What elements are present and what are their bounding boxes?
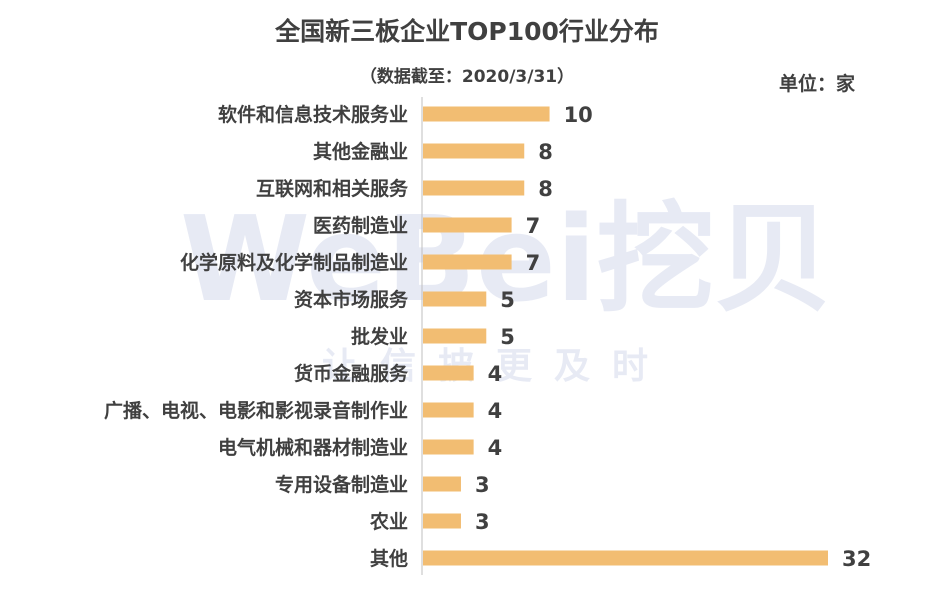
bar bbox=[423, 180, 525, 196]
bar bbox=[423, 513, 461, 529]
data-label: 4 bbox=[488, 399, 503, 423]
data-label: 7 bbox=[526, 251, 541, 275]
category-label: 其他金融业 bbox=[313, 140, 408, 163]
data-label: 8 bbox=[538, 177, 553, 201]
bar bbox=[423, 439, 474, 455]
bar bbox=[423, 550, 828, 566]
category-label: 化学原料及化学制品制造业 bbox=[180, 251, 408, 274]
watermark-tagline: 让信披更及时 bbox=[322, 346, 670, 387]
data-label: 8 bbox=[538, 140, 553, 164]
bar bbox=[423, 254, 512, 270]
category-label: 其他 bbox=[370, 547, 408, 570]
data-label: 4 bbox=[488, 436, 503, 460]
category-label: 软件和信息技术服务业 bbox=[218, 103, 408, 126]
bar bbox=[423, 476, 461, 492]
category-label: 资本市场服务 bbox=[294, 288, 409, 311]
category-label: 货币金融服务 bbox=[294, 362, 409, 385]
data-label: 4 bbox=[488, 362, 503, 386]
bar bbox=[423, 106, 550, 122]
chart-title: 全国新三板企业TOP100行业分布 bbox=[274, 17, 659, 46]
chart-subtitle: （数据截至：2020/3/31） bbox=[360, 66, 574, 87]
category-label: 互联网和相关服务 bbox=[256, 177, 409, 200]
watermark: WeBei挖贝 让信披更及时 bbox=[180, 190, 832, 387]
data-label: 10 bbox=[564, 103, 593, 127]
bar bbox=[423, 217, 512, 233]
bar bbox=[423, 328, 487, 344]
bar bbox=[423, 291, 487, 307]
bar bbox=[423, 143, 525, 159]
bar bbox=[423, 402, 474, 418]
category-label: 医药制造业 bbox=[313, 214, 408, 237]
category-label: 广播、电视、电影和影视录音制作业 bbox=[104, 399, 408, 422]
data-label: 3 bbox=[475, 473, 490, 497]
unit-label: 单位：家 bbox=[779, 72, 856, 95]
data-label: 3 bbox=[475, 510, 490, 534]
category-label: 专用设备制造业 bbox=[275, 473, 408, 496]
bar bbox=[423, 365, 474, 381]
data-label: 7 bbox=[526, 214, 541, 238]
data-label: 32 bbox=[842, 547, 871, 571]
data-label: 5 bbox=[500, 288, 515, 312]
data-label: 5 bbox=[500, 325, 515, 349]
bars-group: 软件和信息技术服务业 10 其他金融业 8 互联网和相关服务 8 医药制造业 7 化学原料及化学… bbox=[104, 103, 871, 571]
category-label: 农业 bbox=[369, 510, 408, 533]
category-label: 电气机械和器材制造业 bbox=[218, 436, 408, 459]
category-label: 批发业 bbox=[351, 325, 408, 348]
